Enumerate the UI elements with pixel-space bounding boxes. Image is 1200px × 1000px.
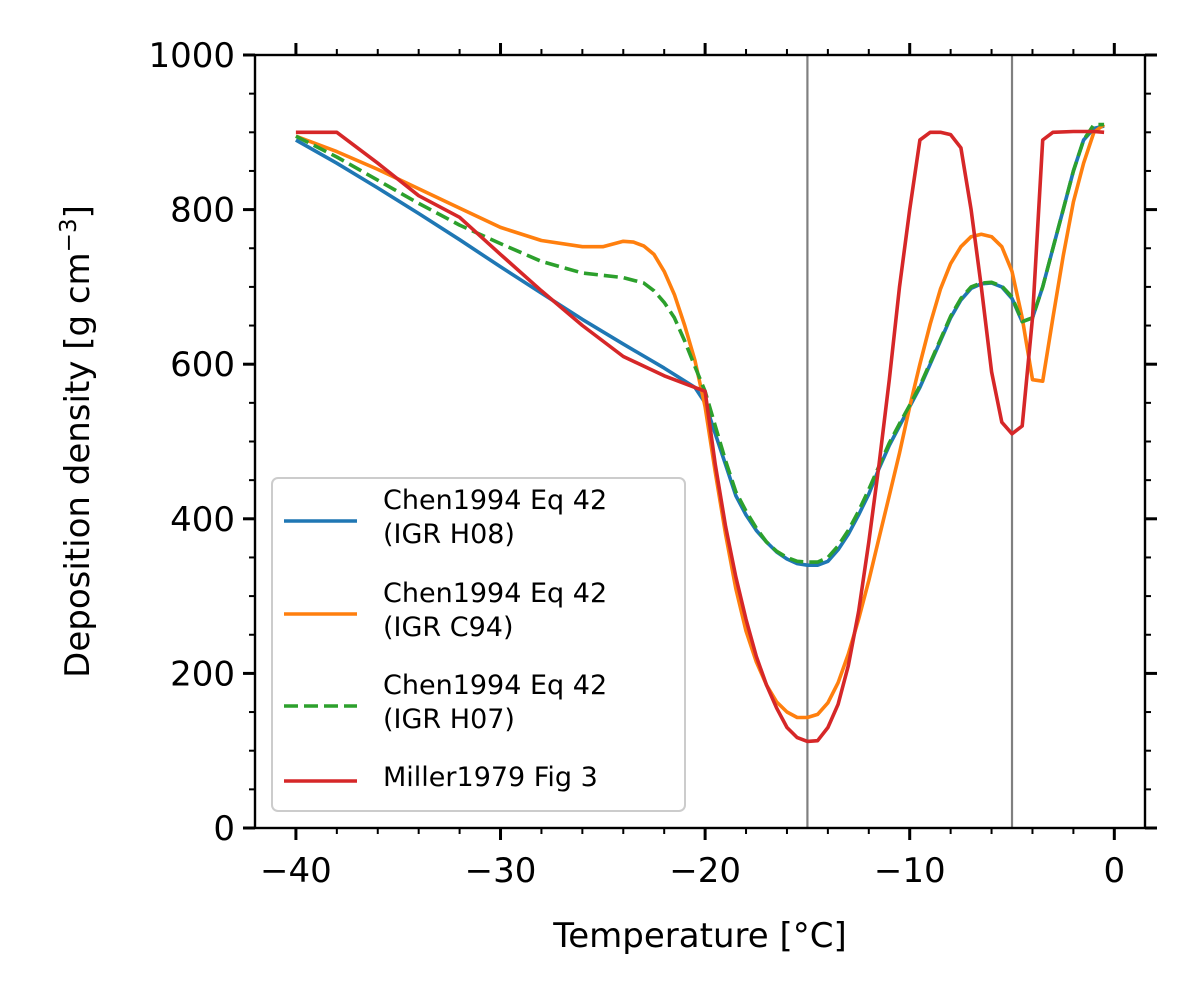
y-tick-label: 1000 [148, 36, 235, 76]
x-tick-label: −10 [874, 851, 946, 891]
y-tick-label: 600 [170, 345, 235, 385]
legend-box [271, 477, 686, 812]
legend-label-1: (IGR C94) [383, 612, 514, 643]
series-lines [295, 122, 1106, 744]
x-tick-label: −20 [669, 851, 741, 891]
legend-label-3: Miller1979 Fig 3 [383, 762, 598, 793]
series-line-2 [295, 122, 1105, 564]
legend-label-0: (IGR H08) [383, 519, 515, 550]
legend-label-0: Chen1994 Eq 42 [383, 485, 607, 516]
legend-label-2: (IGR H07) [383, 704, 515, 735]
x-axis-label: Temperature [°C] [552, 916, 846, 956]
plot-frame [253, 53, 1147, 830]
series-line-3 [295, 129, 1105, 744]
y-tick-label: 0 [213, 809, 235, 849]
tick-labels: −40 −30 −20 −10 0 0 200 400 600 800 1000 [148, 36, 1125, 891]
reference-lines [806, 55, 1014, 828]
legend-label-1: Chen1994 Eq 42 [383, 578, 607, 609]
y-tick-label: 200 [170, 654, 235, 694]
y-tick-label: 800 [170, 191, 235, 231]
x-tick-label: −30 [465, 851, 537, 891]
x-tick-label: −40 [260, 851, 332, 891]
y-axis-label-tail: ] [58, 205, 98, 218]
legend-label-2: Chen1994 Eq 42 [383, 670, 607, 701]
series-line-1 [295, 123, 1106, 720]
x-tick-label: 0 [1103, 851, 1125, 891]
y-axis-label-superscript: −3 [56, 218, 82, 252]
y-tick-label: 400 [170, 500, 235, 540]
y-axis-label: Deposition density [g cm−3] [56, 205, 98, 678]
legend: Chen1994 Eq 42(IGR H08)Chen1994 Eq 42(IG… [271, 477, 686, 812]
y-axis-label-main: Deposition density [g cm [58, 252, 98, 678]
